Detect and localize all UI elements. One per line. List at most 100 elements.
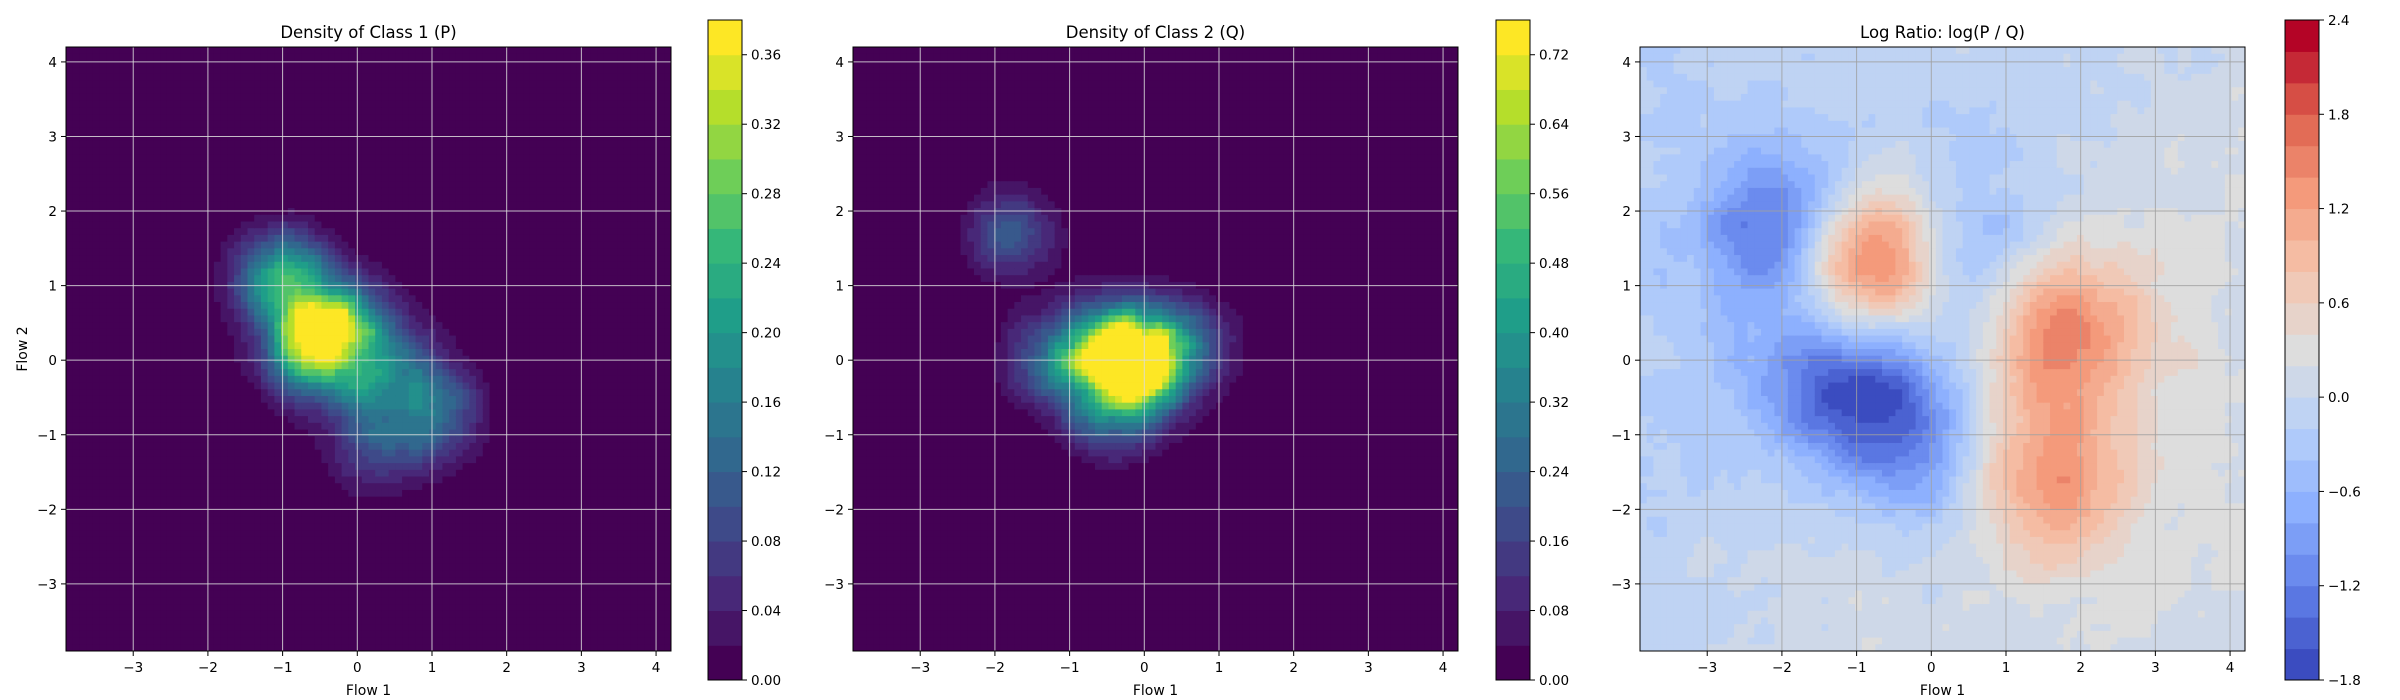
heatmap-cell bbox=[133, 73, 141, 82]
heatmap-cell bbox=[160, 228, 168, 236]
heatmap-cell bbox=[328, 530, 336, 538]
heatmap-cell bbox=[66, 583, 74, 592]
heatmap-cell bbox=[187, 87, 195, 95]
heatmap-cell bbox=[227, 120, 235, 129]
heatmap-cell bbox=[66, 114, 74, 122]
heatmap-cell bbox=[422, 208, 430, 216]
heatmap-cell bbox=[254, 395, 262, 404]
heatmap-cell bbox=[126, 389, 134, 397]
heatmap-cell bbox=[99, 228, 107, 236]
heatmap-cell bbox=[240, 463, 249, 471]
heatmap-cell bbox=[139, 288, 148, 296]
heatmap-cell bbox=[187, 402, 195, 410]
heatmap-cell bbox=[240, 335, 249, 343]
heatmap-cell bbox=[294, 181, 302, 189]
heatmap-cell bbox=[160, 355, 168, 364]
heatmap-cell bbox=[341, 617, 349, 625]
heatmap-cell bbox=[207, 416, 215, 424]
heatmap-cell bbox=[328, 140, 336, 149]
heatmap-cell bbox=[126, 114, 134, 122]
heatmap-cell bbox=[133, 456, 141, 464]
heatmap-cell bbox=[119, 174, 128, 182]
heatmap-cell bbox=[72, 174, 81, 182]
heatmap-cell bbox=[429, 422, 437, 431]
heatmap-cell bbox=[247, 214, 255, 223]
heatmap-cell bbox=[99, 389, 107, 397]
heatmap-cell bbox=[422, 315, 430, 323]
heatmap-cell bbox=[294, 154, 302, 162]
heatmap-cell bbox=[72, 328, 81, 337]
heatmap-cell bbox=[355, 536, 363, 545]
heatmap-cell bbox=[328, 469, 336, 478]
heatmap-cell bbox=[267, 349, 275, 357]
heatmap-cell bbox=[187, 496, 195, 504]
heatmap-cell bbox=[173, 624, 181, 632]
heatmap-cell bbox=[281, 389, 289, 397]
heatmap-cell bbox=[126, 516, 134, 525]
heatmap-cell bbox=[119, 53, 128, 62]
heatmap-cell bbox=[193, 409, 202, 417]
heatmap-cell bbox=[314, 570, 323, 578]
heatmap-cell bbox=[287, 436, 296, 444]
heatmap-cell bbox=[126, 557, 134, 565]
heatmap-cell bbox=[79, 241, 87, 249]
heatmap-cell bbox=[153, 221, 161, 229]
heatmap-cell bbox=[79, 261, 87, 270]
heatmap-cell bbox=[287, 583, 296, 592]
heatmap-cell bbox=[153, 375, 161, 384]
heatmap-cell bbox=[361, 234, 370, 243]
heatmap-cell bbox=[274, 120, 282, 129]
heatmap-cell bbox=[113, 174, 121, 182]
heatmap-cell bbox=[220, 214, 228, 223]
heatmap-cell bbox=[281, 543, 289, 551]
heatmap-cell bbox=[321, 315, 329, 323]
heatmap-cell bbox=[79, 167, 87, 176]
heatmap-cell bbox=[321, 617, 329, 625]
heatmap-cell bbox=[388, 248, 396, 256]
heatmap-cell bbox=[368, 577, 376, 585]
heatmap-cell bbox=[146, 134, 154, 142]
heatmap-cell bbox=[402, 463, 410, 471]
heatmap-cell bbox=[133, 67, 141, 75]
heatmap-cell bbox=[375, 335, 383, 343]
heatmap-cell bbox=[429, 644, 437, 651]
heatmap-cell bbox=[408, 563, 417, 572]
heatmap-cell bbox=[106, 114, 114, 122]
heatmap-cell bbox=[86, 355, 94, 364]
heatmap-cell bbox=[328, 261, 336, 270]
heatmap-cell bbox=[66, 463, 74, 471]
heatmap-cell bbox=[153, 147, 161, 155]
heatmap-cell bbox=[146, 597, 154, 605]
heatmap-cell bbox=[220, 604, 228, 612]
heatmap-cell bbox=[375, 610, 383, 619]
heatmap-cell bbox=[153, 523, 161, 531]
heatmap-cell bbox=[402, 362, 410, 370]
heatmap-cell bbox=[113, 140, 121, 149]
heatmap-cell bbox=[267, 422, 275, 431]
heatmap-cell bbox=[86, 442, 94, 451]
heatmap-cell bbox=[341, 241, 349, 249]
heatmap-cell bbox=[375, 409, 383, 417]
heatmap-cell bbox=[348, 375, 356, 384]
heatmap-cell bbox=[119, 288, 128, 296]
heatmap-cell bbox=[281, 181, 289, 189]
heatmap-cell bbox=[234, 87, 242, 95]
heatmap-cell bbox=[79, 315, 87, 323]
heatmap-cell bbox=[72, 107, 81, 115]
heatmap-cell bbox=[415, 241, 423, 249]
heatmap-cell bbox=[348, 73, 356, 82]
heatmap-cell bbox=[166, 47, 175, 55]
heatmap-cell bbox=[301, 73, 309, 82]
heatmap-cell bbox=[213, 288, 222, 296]
heatmap-cell bbox=[314, 382, 323, 390]
heatmap-cell bbox=[341, 610, 349, 619]
heatmap-cell bbox=[119, 523, 128, 531]
heatmap-cell bbox=[361, 181, 370, 189]
heatmap-cell bbox=[160, 181, 168, 189]
heatmap-cell bbox=[139, 308, 148, 317]
heatmap-cell bbox=[415, 60, 423, 68]
heatmap-cell bbox=[254, 469, 262, 478]
heatmap-cell bbox=[281, 107, 289, 115]
heatmap-cell bbox=[187, 241, 195, 249]
heatmap-cell bbox=[408, 483, 417, 491]
